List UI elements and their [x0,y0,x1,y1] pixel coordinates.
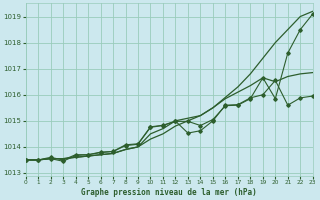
X-axis label: Graphe pression niveau de la mer (hPa): Graphe pression niveau de la mer (hPa) [81,188,257,197]
